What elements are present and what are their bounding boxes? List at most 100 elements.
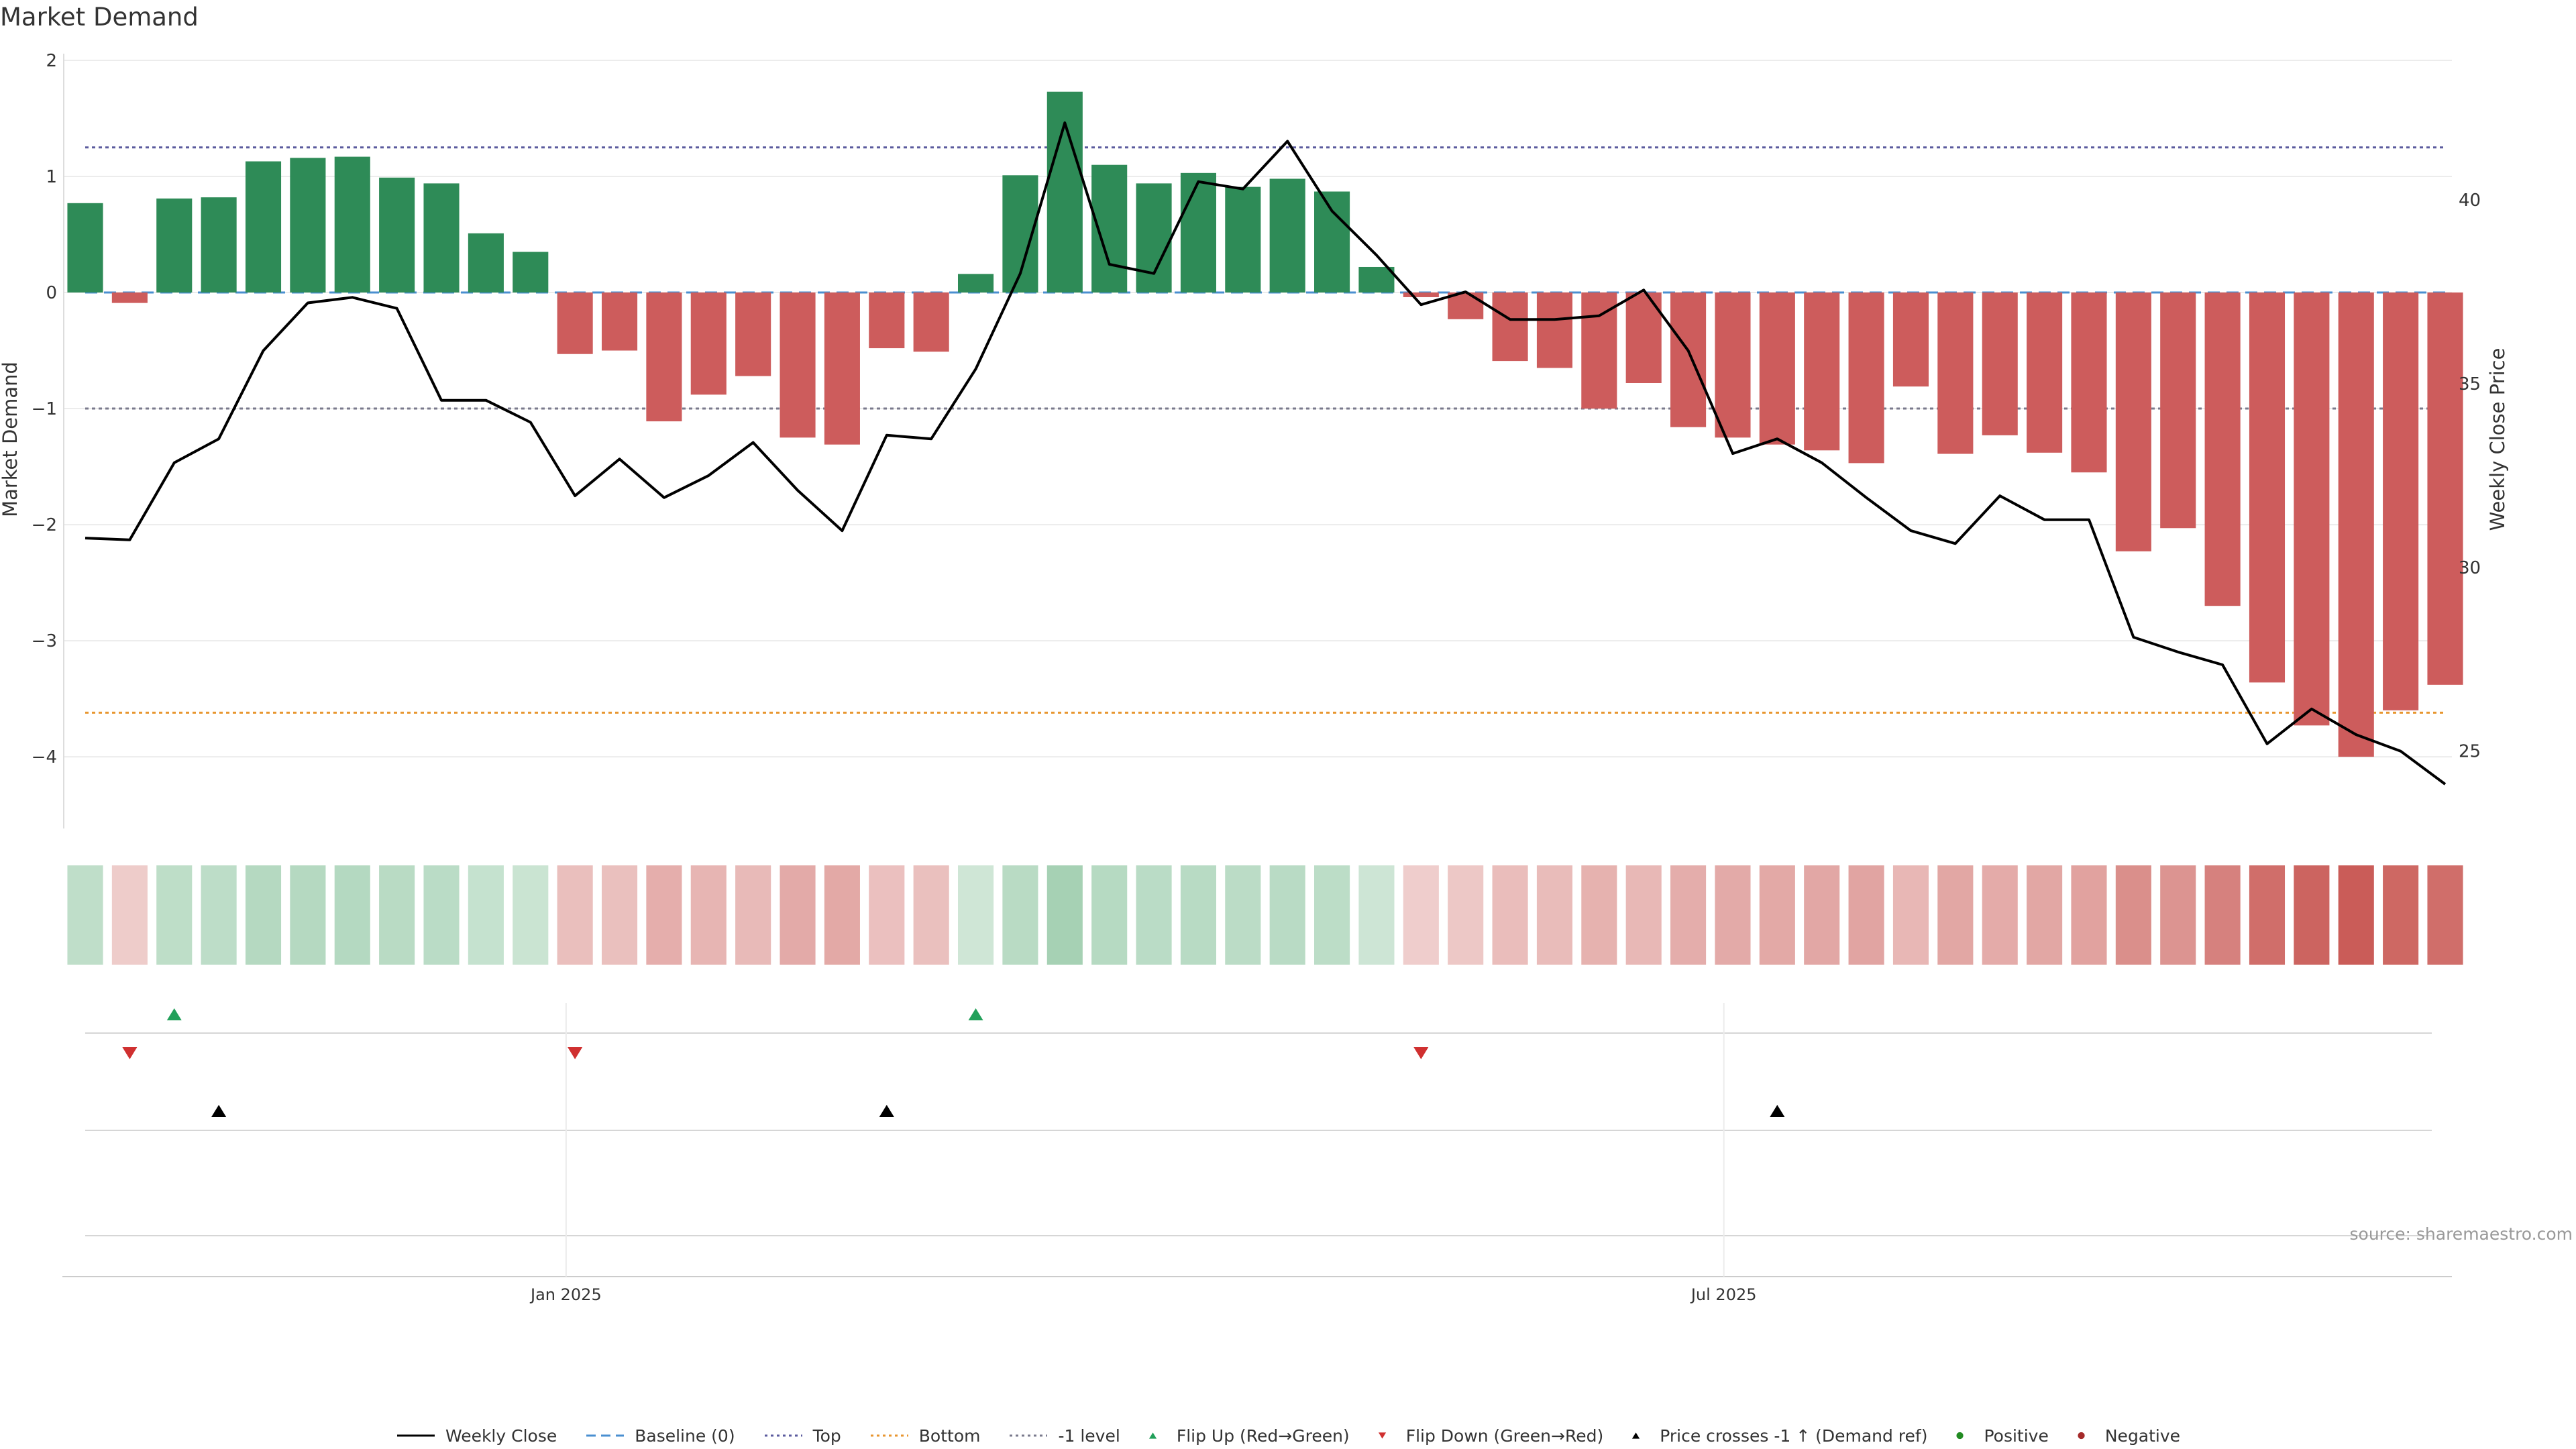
demand-bar	[1759, 292, 1795, 445]
heat-cell	[1002, 865, 1038, 965]
y-tick-label: 1	[46, 167, 57, 187]
triangle-up-icon	[1148, 1432, 1157, 1439]
legend-dotted-icon	[1010, 1434, 1048, 1437]
heat-cell	[1314, 865, 1350, 965]
y-right-tick-label: 40	[2459, 191, 2481, 211]
demand-bar	[1225, 186, 1261, 293]
legend-label: Bottom	[918, 1426, 981, 1446]
heat-cell	[423, 865, 460, 965]
demand-bar	[780, 292, 816, 438]
demand-bar	[1448, 292, 1484, 319]
demand-bar	[869, 292, 905, 349]
y-tick-label: −3	[32, 631, 57, 651]
heat-cell	[1536, 865, 1573, 965]
demand-bar	[2071, 292, 2107, 473]
heat-cell	[2294, 865, 2330, 965]
heat-cell	[2383, 865, 2419, 965]
heat-cell	[824, 865, 860, 965]
heat-cell	[111, 865, 148, 965]
heat-cell	[1848, 865, 1884, 965]
heat-cell	[735, 865, 771, 965]
demand-bar	[646, 292, 682, 422]
demand-bar	[957, 274, 994, 293]
heat-cell	[513, 865, 549, 965]
legend-label: Top	[812, 1426, 841, 1446]
axes: 2 1 0 −1 −2 −3 −4 40 35 30 25	[32, 51, 2481, 828]
heat-cell	[2249, 865, 2286, 965]
demand-bar	[513, 252, 549, 293]
price-cross-marker	[1770, 1105, 1785, 1117]
flip-up-marker	[166, 1008, 182, 1020]
demand-bar	[334, 156, 370, 293]
legend-label: Weekly Close	[445, 1426, 557, 1446]
heat-cell	[1269, 865, 1305, 965]
chart-title: Market Demand	[0, 3, 199, 32]
x-tick-label: Jan 2025	[529, 1285, 602, 1304]
demand-bar	[557, 292, 593, 354]
legend-label: Price crosses -1 ↑ (Demand ref)	[1660, 1426, 1928, 1446]
demand-heat-strip	[67, 865, 2463, 965]
heat-cell	[1581, 865, 1617, 965]
demand-bar	[1982, 292, 2018, 435]
heat-cell	[1046, 865, 1083, 965]
demand-bar	[201, 197, 237, 293]
heat-cell	[1403, 865, 1439, 965]
demand-bar	[690, 292, 727, 395]
demand-bar	[2115, 292, 2151, 551]
y-tick-label: −4	[32, 747, 57, 767]
heat-cell	[780, 865, 816, 965]
legend-label: Flip Up (Red→Green)	[1176, 1426, 1350, 1446]
legend-item-flip-up: Flip Up (Red→Green)	[1148, 1426, 1350, 1446]
demand-bar	[2027, 292, 2063, 453]
price-cross-marker	[211, 1105, 227, 1117]
legend-dotted-icon	[870, 1434, 908, 1437]
demand-bar	[735, 292, 771, 376]
heat-cell	[379, 865, 415, 965]
y-right-tick-label: 30	[2459, 558, 2481, 578]
heat-cell	[646, 865, 682, 965]
demand-bar	[2427, 292, 2463, 685]
legend-item-positive: Positive	[1955, 1426, 2049, 1446]
heat-cell	[1136, 865, 1172, 965]
y-tick-label: 0	[46, 283, 57, 303]
y-tick-label: 2	[46, 51, 57, 71]
heat-cell	[1759, 865, 1795, 965]
demand-bar	[601, 292, 638, 351]
heat-cell	[1982, 865, 2018, 965]
demand-bar	[2249, 292, 2286, 683]
demand-bar	[1937, 292, 1974, 454]
heat-cell	[201, 865, 237, 965]
y-right-tick-label: 35	[2459, 374, 2481, 394]
demand-bar	[156, 198, 193, 293]
triangle-up-icon	[1632, 1432, 1640, 1439]
demand-bar	[1269, 178, 1305, 293]
legend-item-baseline: Baseline (0)	[585, 1426, 735, 1446]
legend-label: Positive	[1984, 1426, 2049, 1446]
demand-bar	[1581, 292, 1617, 409]
flip-down-marker	[122, 1047, 138, 1059]
demand-bar	[2160, 292, 2196, 529]
demand-bar	[913, 292, 949, 352]
heat-cell	[2071, 865, 2107, 965]
heat-cell	[1225, 865, 1261, 965]
legend-dash-icon	[586, 1434, 625, 1437]
legend-label: Baseline (0)	[635, 1426, 735, 1446]
heat-cell	[2160, 865, 2196, 965]
demand-bar	[2383, 292, 2419, 710]
heat-cell	[156, 865, 193, 965]
dot-icon	[1956, 1432, 1964, 1440]
heat-cell	[2427, 865, 2463, 965]
y-right-tick-label: 25	[2459, 742, 2481, 762]
weekly-close-line	[85, 121, 2447, 786]
heat-cell	[957, 865, 994, 965]
heat-cell	[1091, 865, 1128, 965]
heat-cell	[1448, 865, 1484, 965]
legend-line-icon	[396, 1434, 435, 1437]
event-panels: Jan 2025 Jul 2025	[62, 1003, 2452, 1304]
demand-bar	[245, 161, 282, 293]
demand-bar	[290, 158, 326, 293]
heat-cell	[1492, 865, 1528, 965]
heat-cell	[290, 865, 326, 965]
heat-cell	[468, 865, 504, 965]
demand-bar	[111, 292, 148, 303]
